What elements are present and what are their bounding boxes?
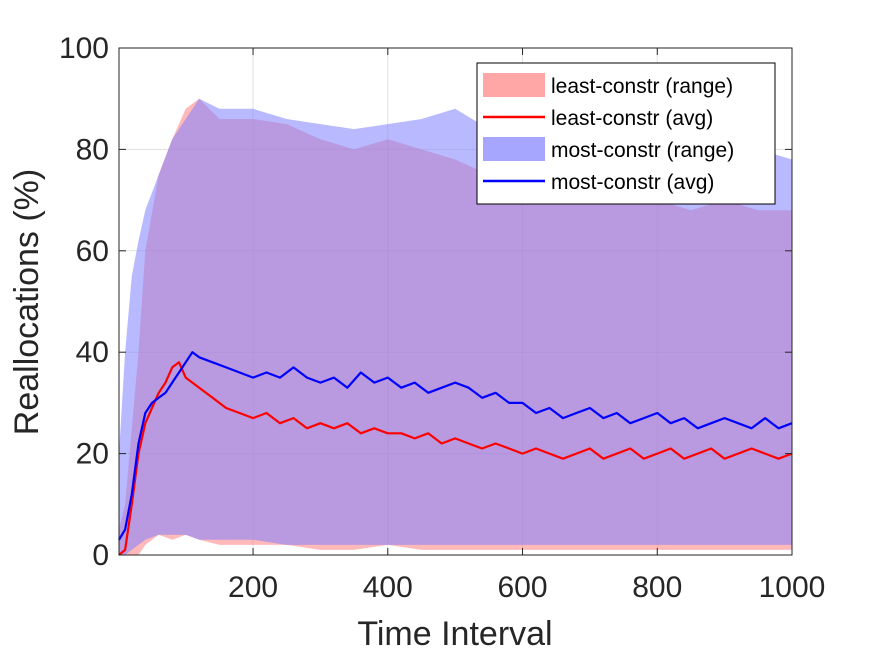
- x-axis-title: Time Interval: [357, 615, 552, 653]
- y-tick-label-1: 20: [76, 438, 109, 471]
- legend: least-constr (range) least-constr (avg) mo…: [476, 62, 776, 205]
- range-bands: [119, 98, 792, 555]
- band-most-constr: [119, 98, 792, 555]
- legend-swatch-least-constr-range: [483, 73, 545, 97]
- x-tick-label-4: 1000: [759, 571, 826, 604]
- y-tick-label-5: 100: [59, 32, 109, 65]
- x-tick-label-2: 600: [497, 571, 547, 604]
- line-most-constr-avg: [118, 351, 793, 541]
- x-tick-label-3: 800: [632, 571, 682, 604]
- x-tick-label-1: 400: [363, 571, 413, 604]
- line-least-constr-avg: [118, 361, 793, 556]
- legend-label-least-constr-range: least-constr (range): [551, 75, 733, 98]
- y-tick-label-0: 0: [92, 539, 109, 572]
- y-tick-label-4: 80: [76, 133, 109, 166]
- y-axis-title: Reallocations (%): [8, 169, 46, 435]
- axis-ticks: 200 400 600 800 1000 0 20 40 60 80 100: [59, 32, 825, 604]
- legend-label-most-constr-range: most-constr (range): [551, 139, 734, 162]
- legend-swatch-most-constr-range: [483, 137, 545, 161]
- legend-label-least-constr-avg: least-constr (avg): [551, 107, 713, 130]
- plot-frame: [118, 47, 793, 556]
- average-lines: [118, 351, 793, 556]
- x-tick-label-0: 200: [228, 571, 278, 604]
- legend-label-most-constr-avg: most-constr (avg): [551, 171, 714, 194]
- y-tick-label-2: 40: [76, 336, 109, 369]
- y-tick-label-3: 60: [76, 235, 109, 268]
